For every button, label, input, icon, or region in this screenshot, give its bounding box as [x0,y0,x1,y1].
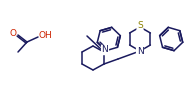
Text: O: O [10,30,17,39]
Text: N: N [102,45,108,55]
Text: S: S [137,22,143,30]
Text: OH: OH [38,31,52,41]
Text: N: N [137,47,143,56]
